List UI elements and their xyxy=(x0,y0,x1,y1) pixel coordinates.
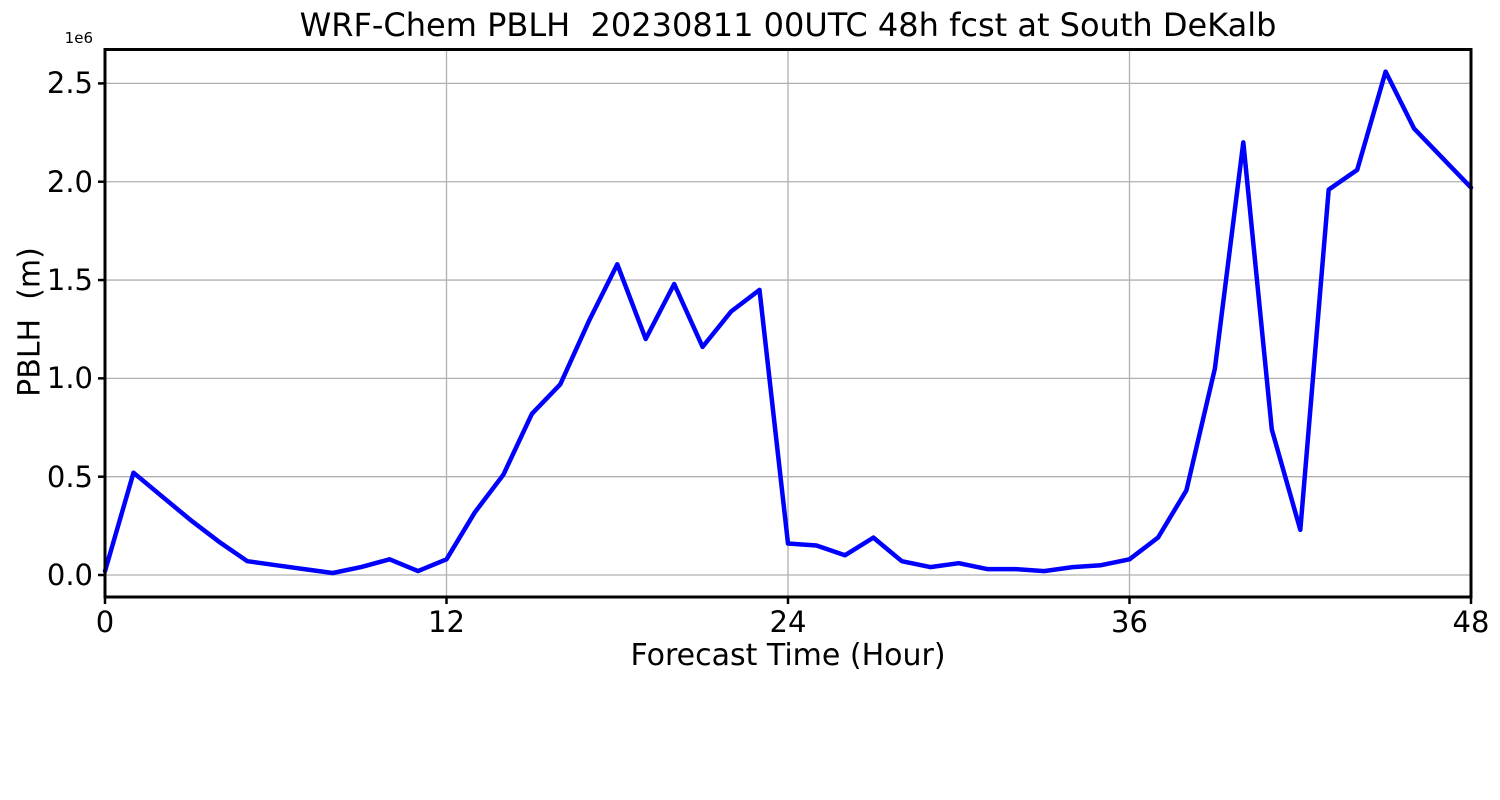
y-tick-label: 1.0 xyxy=(46,361,93,396)
chart-title: WRF-Chem PBLH 20230811 00UTC 48h fcst at… xyxy=(299,6,1277,44)
x-tick-label: 24 xyxy=(769,605,807,639)
y-tick-label: 2.0 xyxy=(46,164,93,199)
pblh-series-line xyxy=(102,69,1474,576)
y-tick-label: 0.0 xyxy=(46,558,93,592)
x-tick-label: 48 xyxy=(1452,605,1490,639)
x-tick-label: 36 xyxy=(1111,605,1148,639)
x-tick-label: 12 xyxy=(428,605,465,639)
y-tick-label: 0.5 xyxy=(46,459,93,494)
x-axis-label: Forecast Time (Hour) xyxy=(630,638,946,673)
y-tick-label: 2.5 xyxy=(46,66,93,101)
x-tick-label: 0 xyxy=(95,605,115,639)
y-axis-offset-label: 1e6 xyxy=(64,29,93,47)
gridlines xyxy=(104,49,1472,597)
axes-frame xyxy=(103,48,1473,599)
y-tick-label: 1.5 xyxy=(46,263,93,298)
